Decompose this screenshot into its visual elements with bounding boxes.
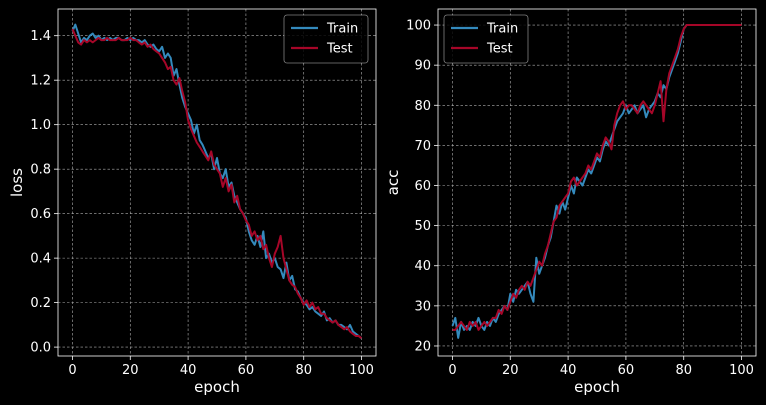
y-tick-label: 90 [414,59,431,74]
y-tick-label: 0.4 [30,252,51,267]
legend-label-train: Train [486,22,518,37]
series-line-test [452,24,742,331]
y-tick-label: 40 [414,259,431,274]
loss-chart: 0 20 40 60 80 100 0.0 0.2 0.4 0.6 0.8 1.0 1.2 1.4 epoc… [8,8,377,396]
x-tick-label: 60 [238,363,255,378]
x-tick-label: 40 [560,363,577,378]
y-tick-label: 1.0 [30,118,51,133]
plot-frame [437,8,757,357]
x-axis-label: epoch [574,378,620,396]
x-axis-label: epoch [194,378,240,396]
plot-area [438,9,756,356]
y-tick-label: 50 [414,219,431,234]
y-tick-label: 30 [414,299,431,314]
legend-label-train: Train [326,22,358,37]
y-tick-label: 1.2 [30,74,51,89]
y-tick-label: 1.4 [30,29,51,44]
plot-frame [57,8,377,357]
x-tick-label: 80 [295,363,312,378]
y-tick-label: 80 [414,99,431,114]
y-tick-label: 0.2 [30,296,51,311]
y-tick-label: 0.0 [30,341,51,356]
y-tick-label: 20 [414,339,431,354]
y-tick-label: 100 [406,19,431,34]
y-tick-label: 70 [414,139,431,154]
y-tick-label: 0.6 [30,207,51,222]
x-tick-label: 80 [675,363,692,378]
x-tick-label: 20 [502,363,519,378]
accuracy-chart: 0 20 40 60 80 100 20 30 40 50 60 70 80 90 100 epoch acc T… [384,8,757,396]
x-tick-label: 100 [349,363,374,378]
plot-area [58,9,376,356]
x-tick-label: 60 [618,363,635,378]
legend: Train Test [443,14,529,64]
legend-label-test: Test [486,42,513,57]
series-line-test [71,28,363,339]
x-tick-label: 100 [729,363,754,378]
legend-label-test: Test [326,42,353,57]
x-tick-label: 40 [180,363,197,378]
x-tick-label: 0 [68,363,76,378]
y-tick-label: 0.8 [30,163,51,178]
x-tick-label: 20 [122,363,139,378]
y-axis-label: acc [384,170,402,196]
legend: Train Test [283,14,369,64]
x-tick-label: 0 [448,363,456,378]
y-tick-label: 60 [414,179,431,194]
y-axis-label: loss [8,168,26,197]
